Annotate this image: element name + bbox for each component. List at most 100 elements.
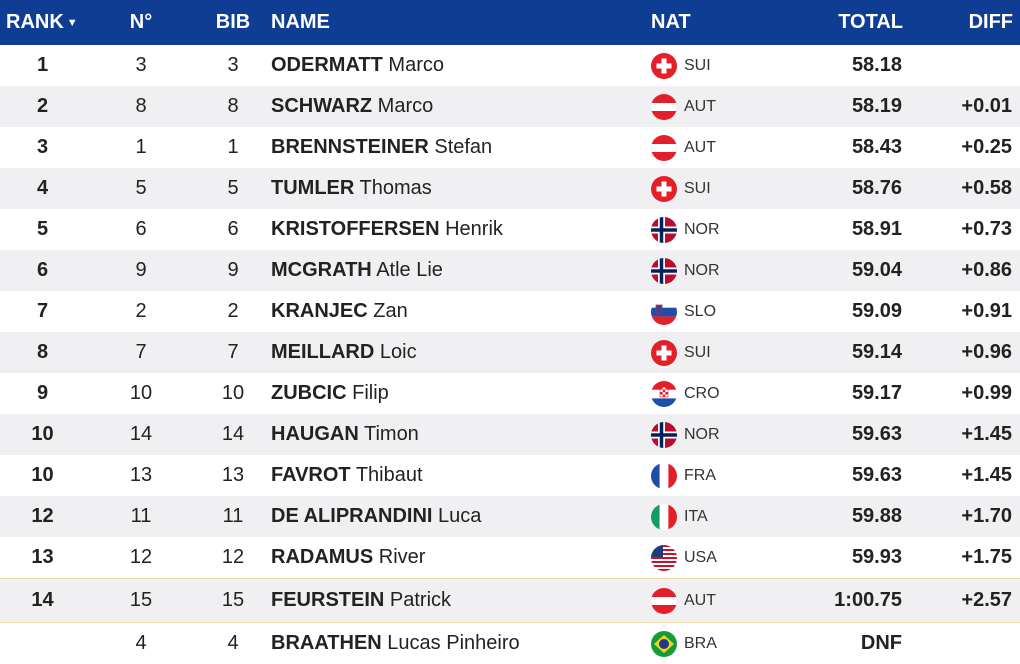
- athlete-last-name: FEURSTEIN: [271, 589, 385, 611]
- nation-code: BRA: [684, 634, 717, 652]
- athlete-name[interactable]: HAUGAN Timon: [269, 423, 650, 446]
- athlete-name[interactable]: KRANJEC Zan: [269, 300, 650, 323]
- rank-cell: 14: [31, 589, 54, 611]
- rank-cell: 9: [36, 382, 49, 404]
- athlete-name[interactable]: RADAMUS River: [269, 546, 650, 569]
- athlete-name[interactable]: DE ALIPRANDINI Luca: [269, 505, 650, 528]
- total-time: 59.09: [851, 300, 902, 322]
- athlete-last-name: FAVROT: [271, 464, 351, 486]
- time-diff: +2.57: [961, 589, 1012, 611]
- no-cell: 5: [135, 177, 147, 199]
- table-row[interactable]: 6 9 9 MCGRATH Atle Lie NOR 59.04 +0.86: [0, 250, 1020, 291]
- total-time: 59.93: [851, 546, 902, 568]
- column-rank-label: RANK: [6, 11, 64, 33]
- column-diff[interactable]: DIFF: [968, 11, 1013, 33]
- table-row[interactable]: 7 2 2 KRANJEC Zan SLO 59.09 +0.91: [0, 291, 1020, 332]
- total-time: 59.04: [851, 259, 902, 281]
- no-cell: 7: [135, 341, 147, 363]
- bib-cell: 12: [221, 546, 245, 568]
- no-cell: 1: [135, 136, 147, 158]
- athlete-first-name: Thibaut: [355, 464, 423, 486]
- time-diff: +0.58: [961, 177, 1012, 199]
- athlete-name[interactable]: ODERMATT Marco: [269, 54, 650, 77]
- bib-cell: 15: [221, 589, 245, 611]
- nation-code: AUT: [684, 138, 716, 156]
- nation-code: NOR: [684, 425, 720, 443]
- no-cell: 9: [135, 259, 147, 281]
- time-diff: +0.91: [961, 300, 1012, 322]
- norway-flag-icon: [651, 257, 677, 284]
- no-cell: 6: [135, 218, 147, 240]
- nation-code: AUT: [684, 591, 716, 609]
- nation-code: USA: [684, 548, 717, 566]
- rank-cell: 12: [31, 505, 54, 527]
- table-row[interactable]: 12 11 11 DE ALIPRANDINI Luca ITA 59.88 +1.70: [0, 496, 1020, 537]
- austria-flag-icon: [651, 587, 677, 614]
- bib-cell: 11: [222, 505, 244, 527]
- table-row[interactable]: 4 5 5 TUMLER Thomas SUI 58.76 +0.58: [0, 168, 1020, 209]
- nation-cell: SUI: [650, 339, 805, 366]
- nation-cell: NOR: [650, 216, 805, 243]
- athlete-name[interactable]: FEURSTEIN Patrick: [269, 589, 650, 612]
- athlete-name[interactable]: ZUBCIC Filip: [269, 382, 650, 405]
- swiss-flag-icon: [651, 175, 677, 202]
- athlete-name[interactable]: BRAATHEN Lucas Pinheiro: [269, 632, 650, 655]
- column-total[interactable]: TOTAL: [838, 11, 903, 33]
- athlete-last-name: SCHWARZ: [271, 95, 373, 117]
- column-no[interactable]: N°: [129, 11, 153, 33]
- nation-cell: SUI: [650, 52, 805, 79]
- no-cell: 12: [129, 546, 153, 568]
- athlete-first-name: Marco: [388, 54, 444, 76]
- athlete-last-name: MCGRATH: [271, 259, 372, 281]
- athlete-name[interactable]: KRISTOFFERSEN Henrik: [269, 218, 650, 241]
- time-diff: +0.73: [961, 218, 1012, 240]
- column-name[interactable]: NAME: [271, 11, 330, 33]
- athlete-last-name: KRISTOFFERSEN: [271, 218, 440, 240]
- column-bib[interactable]: BIB: [215, 11, 251, 33]
- bib-cell: 5: [227, 177, 239, 199]
- nation-code: NOR: [684, 220, 720, 238]
- athlete-name[interactable]: MEILLARD Loic: [269, 341, 650, 364]
- table-row[interactable]: 8 7 7 MEILLARD Loic SUI 59.14 +0.96: [0, 332, 1020, 373]
- table-header: RANK ▼ N° BIB NAME NAT TOTAL DIFF: [0, 0, 1020, 45]
- no-cell: 13: [129, 464, 153, 486]
- table-row[interactable]: 9 10 10 ZUBCIC Filip CRO 59.17 +0.99: [0, 373, 1020, 414]
- column-rank[interactable]: RANK ▼: [0, 11, 85, 34]
- table-row[interactable]: 14 15 15 FEURSTEIN Patrick AUT 1:00.75 +2.57: [0, 578, 1020, 622]
- time-diff: +0.01: [961, 95, 1012, 117]
- athlete-name[interactable]: MCGRATH Atle Lie: [269, 259, 650, 282]
- athlete-last-name: BRAATHEN: [271, 632, 382, 654]
- nation-cell: USA: [650, 544, 805, 571]
- athlete-last-name: ZUBCIC: [271, 382, 347, 404]
- athlete-name[interactable]: BRENNSTEINER Stefan: [269, 136, 650, 159]
- athlete-first-name: Luca: [438, 505, 482, 527]
- table-row[interactable]: 10 14 14 HAUGAN Timon NOR 59.63 +1.45: [0, 414, 1020, 455]
- total-time: 58.43: [851, 136, 902, 158]
- total-time: 58.76: [851, 177, 902, 199]
- nation-cell: AUT: [650, 93, 805, 120]
- column-nat[interactable]: NAT: [651, 11, 691, 33]
- time-diff: +1.70: [961, 505, 1012, 527]
- table-body: 1 3 3 ODERMATT Marco SUI 58.18 2 8 8 SCHWARZ Marc…: [0, 45, 1020, 664]
- nation-code: CRO: [684, 384, 720, 402]
- time-diff: +0.25: [961, 136, 1012, 158]
- nation-cell: FRA: [650, 462, 805, 489]
- athlete-first-name: Stefan: [434, 136, 493, 158]
- nation-code: AUT: [684, 97, 716, 115]
- table-row[interactable]: 2 8 8 SCHWARZ Marco AUT 58.19 +0.01: [0, 86, 1020, 127]
- table-row[interactable]: 5 6 6 KRISTOFFERSEN Henrik NOR 58.91 +0.73: [0, 209, 1020, 250]
- table-row[interactable]: 10 13 13 FAVROT Thibaut FRA 59.63 +1.45: [0, 455, 1020, 496]
- table-row[interactable]: 1 3 3 ODERMATT Marco SUI 58.18: [0, 45, 1020, 86]
- athlete-name[interactable]: SCHWARZ Marco: [269, 95, 650, 118]
- table-row[interactable]: 13 12 12 RADAMUS River USA 59.93 +1.75: [0, 537, 1020, 578]
- athlete-first-name: Marco: [377, 95, 434, 117]
- rank-cell: 10: [31, 423, 54, 445]
- nation-cell: AUT: [650, 134, 805, 161]
- table-row[interactable]: 3 1 1 BRENNSTEINER Stefan AUT 58.43 +0.25: [0, 127, 1020, 168]
- athlete-last-name: HAUGAN: [271, 423, 359, 445]
- bib-cell: 6: [227, 218, 239, 240]
- athlete-name[interactable]: TUMLER Thomas: [269, 177, 650, 200]
- table-row[interactable]: 4 4 BRAATHEN Lucas Pinheiro BRA DNF: [0, 622, 1020, 664]
- athlete-name[interactable]: FAVROT Thibaut: [269, 464, 650, 487]
- no-cell: 3: [135, 54, 147, 76]
